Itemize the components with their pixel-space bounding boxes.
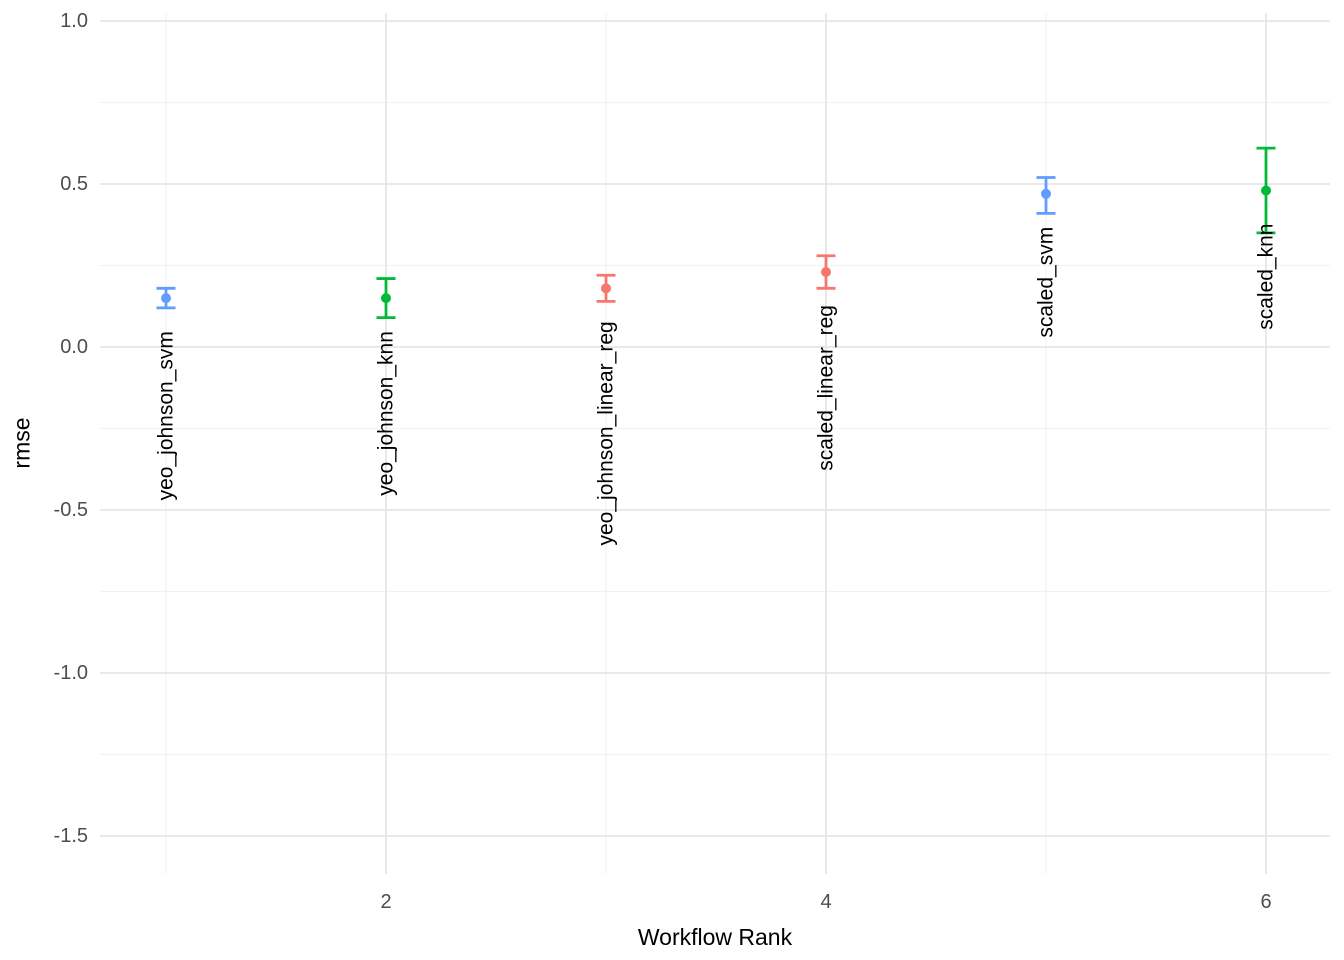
point-label-scaled_knn: scaled_knn xyxy=(1255,224,1278,330)
data-point-scaled_knn xyxy=(1261,185,1271,196)
point-label-scaled_linear_reg: scaled_linear_reg xyxy=(815,305,838,471)
y-tick-label: 0.5 xyxy=(60,173,88,195)
y-tick-label: -1.5 xyxy=(54,825,88,847)
point-label-yeo_johnson_knn: yeo_johnson_knn xyxy=(375,331,398,496)
data-point-scaled_svm xyxy=(1041,188,1051,199)
x-tick-label: 2 xyxy=(380,891,391,913)
point-label-yeo_johnson_linear_reg: yeo_johnson_linear_reg xyxy=(595,321,618,545)
y-tick-label: 1.0 xyxy=(60,10,88,32)
point-label-yeo_johnson_svm: yeo_johnson_svm xyxy=(155,331,178,500)
data-point-yeo_johnson_linear_reg xyxy=(601,283,611,294)
y-tick-label: -0.5 xyxy=(54,499,88,521)
point-label-scaled_svm: scaled_svm xyxy=(1035,227,1058,338)
x-axis-title: Workflow Rank xyxy=(637,924,793,950)
data-point-yeo_johnson_knn xyxy=(381,293,391,304)
y-tick-label: 0.0 xyxy=(60,336,88,358)
x-tick-label: 4 xyxy=(820,891,831,913)
y-tick-label: -1.0 xyxy=(54,662,88,684)
y-axis-title: rmse xyxy=(8,417,35,469)
data-point-scaled_linear_reg xyxy=(821,267,831,278)
x-tick-label: 6 xyxy=(1260,891,1271,913)
data-point-yeo_johnson_svm xyxy=(161,293,171,304)
